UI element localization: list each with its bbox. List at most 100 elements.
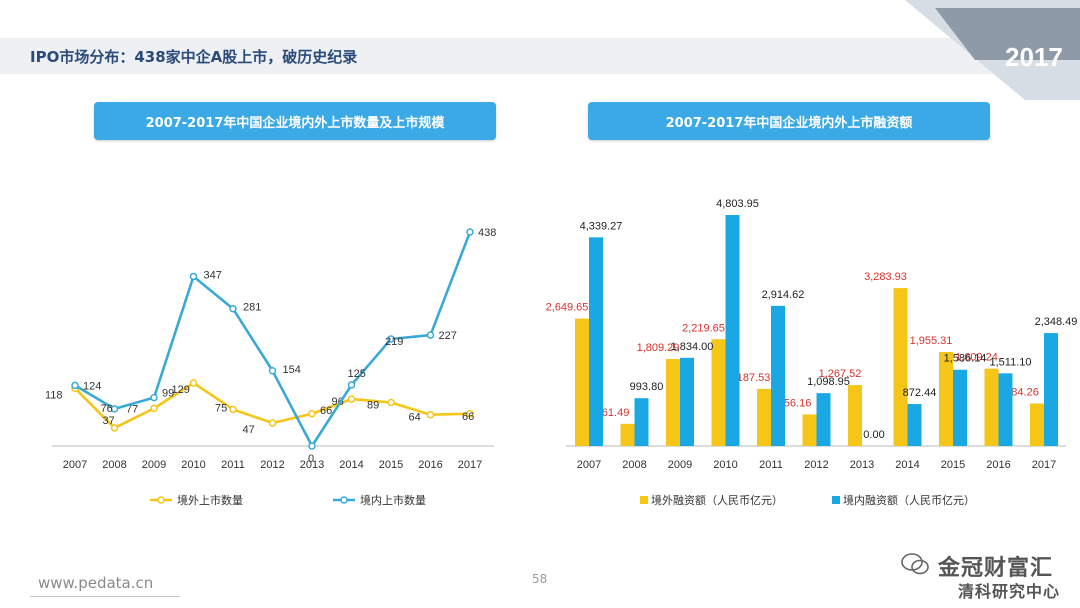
footer-divider — [30, 596, 180, 597]
data-label: 1,809.29 — [637, 342, 680, 354]
x-tick-label: 2009 — [142, 459, 166, 471]
legend-marker — [340, 496, 348, 504]
data-label: 4,339.27 — [580, 220, 623, 232]
data-label: 993.80 — [630, 381, 664, 393]
data-point — [308, 442, 316, 450]
bar-domestic — [725, 215, 740, 446]
data-label: 154 — [283, 364, 301, 376]
line-chart-title: 2007-2017年中国企业境内外上市数量及上市规模 — [94, 102, 496, 140]
data-label: 1,609.24 — [955, 352, 998, 364]
bar-overseas — [848, 385, 862, 446]
data-label: 0 — [308, 453, 314, 465]
data-point — [71, 381, 79, 390]
year-badge: 2017 — [905, 0, 1080, 100]
x-tick-label: 2016 — [418, 459, 442, 471]
bar-domestic — [634, 398, 649, 446]
data-label: 1,511.10 — [989, 356, 1031, 368]
legend-swatch — [640, 496, 648, 504]
bar-domestic — [680, 357, 694, 446]
header-bar — [0, 38, 1010, 74]
x-tick-label: 2012 — [804, 459, 828, 471]
data-label: 2,649.65 — [546, 302, 589, 314]
bar-overseas — [802, 414, 817, 446]
x-tick-label: 2013 — [300, 459, 324, 471]
data-label: 281 — [243, 302, 261, 314]
x-tick-label: 2011 — [221, 459, 245, 471]
data-label: 66 — [320, 405, 332, 417]
data-point — [426, 331, 435, 339]
data-label: 1,955.31 — [910, 335, 953, 347]
bar-overseas — [1030, 403, 1044, 446]
data-label: 4,803.95 — [716, 198, 759, 210]
legend-label: 境内上市数量 — [360, 493, 426, 507]
data-point — [347, 381, 356, 389]
data-point — [466, 410, 474, 418]
x-tick-label: 2011 — [759, 459, 783, 471]
bar-domestic — [771, 305, 785, 446]
data-label: 227 — [439, 330, 457, 342]
bar-overseas — [711, 339, 726, 446]
x-tick-label: 2009 — [668, 459, 692, 471]
x-tick-label: 2012 — [260, 459, 284, 471]
bar-overseas — [666, 358, 680, 446]
x-tick-label: 2017 — [458, 459, 482, 471]
bar-chart-title: 2007-2017年中国企业境内外上市融资额 — [588, 102, 990, 140]
bar-domestic — [998, 373, 1013, 446]
data-label: 461.49 — [596, 407, 630, 419]
footer-url[interactable]: www.pedata.cn — [38, 574, 154, 592]
data-point — [347, 395, 356, 403]
data-point — [466, 228, 474, 236]
data-point — [110, 424, 119, 432]
bar-domestic — [1044, 333, 1058, 446]
data-point — [268, 419, 277, 427]
data-label: 99 — [162, 388, 174, 400]
bar-domestic — [953, 369, 967, 446]
data-label: 3,283.93 — [864, 271, 907, 283]
x-tick-label: 2015 — [941, 459, 965, 471]
data-point — [189, 272, 198, 281]
data-point — [387, 335, 395, 343]
data-label: 1,586.14 — [944, 353, 987, 365]
x-tick-label: 2008 — [102, 459, 126, 471]
data-label: 1,267.52 — [819, 368, 862, 380]
watermark-source: 清科研究中心 — [958, 582, 1061, 601]
data-point — [387, 398, 395, 407]
legend-swatch — [832, 496, 840, 504]
bar-overseas — [757, 388, 771, 446]
data-label: 1,834.00 — [671, 341, 714, 353]
x-tick-label: 2013 — [850, 459, 874, 471]
data-point — [229, 405, 237, 414]
data-label: 2,914.62 — [762, 289, 805, 301]
x-tick-label: 2007 — [577, 459, 601, 471]
page-number: 58 — [532, 572, 548, 586]
x-tick-label: 2008 — [622, 459, 646, 471]
data-point — [110, 405, 119, 413]
bar-domestic — [816, 393, 831, 446]
data-label: 37 — [103, 415, 115, 427]
data-label: 0.00 — [863, 429, 884, 441]
data-point — [268, 367, 277, 375]
data-label: 438 — [478, 227, 496, 239]
bar-overseas — [984, 368, 999, 446]
data-point — [426, 410, 435, 419]
legend-label: 境外上市数量 — [177, 493, 243, 507]
watermark-name: 金冠财富汇 — [938, 556, 1054, 581]
x-tick-label: 2017 — [1032, 459, 1056, 471]
data-label: 872.44 — [903, 387, 937, 399]
x-tick-label: 2014 — [895, 459, 919, 471]
bar-overseas — [620, 423, 635, 446]
data-label: 2,348.49 — [1035, 316, 1078, 328]
legend-label: 境内融资额（人民币亿元） — [843, 493, 975, 507]
data-point — [189, 379, 198, 387]
x-tick-label: 2007 — [63, 459, 87, 471]
data-label: 64 — [409, 412, 421, 424]
legend-label: 境外融资额（人民币亿元） — [651, 493, 783, 507]
data-label: 129 — [172, 384, 190, 396]
legend-marker — [157, 496, 165, 504]
data-label: 2,219.65 — [682, 322, 725, 334]
wechat-icon — [901, 553, 929, 575]
data-label: 96 — [332, 396, 344, 408]
bar-domestic — [907, 404, 922, 446]
data-label: 884.26 — [1005, 386, 1039, 398]
